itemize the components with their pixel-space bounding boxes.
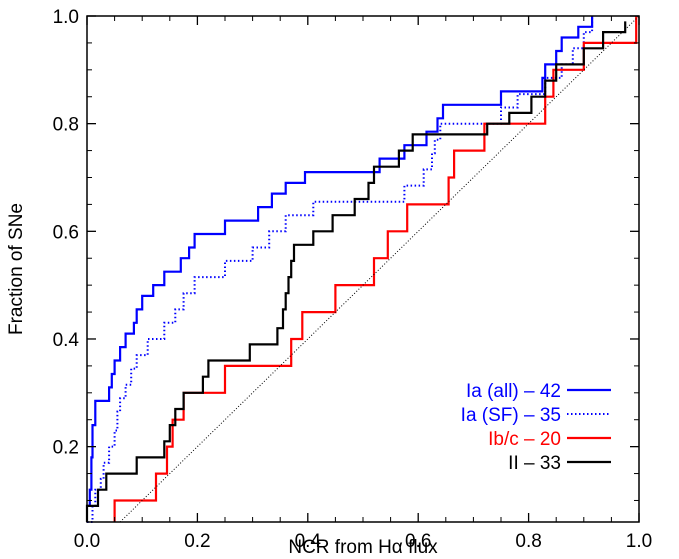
series-line-ii	[85, 21, 627, 522]
x-tick-label: 0.0	[74, 531, 100, 552]
axis-ticks	[86, 15, 640, 522]
y-tick-label: 1.0	[53, 7, 79, 28]
series-line-one-to-one	[119, 15, 640, 523]
legend-label-ia-sf: Ia (SF) – 35	[461, 405, 561, 426]
x-tick-label: 0.4	[295, 531, 322, 552]
y-tick-label: 0.2	[53, 438, 79, 459]
x-tick-label: 1.0	[626, 531, 652, 552]
plot-area: 0.0 0.2 0.4 0.6 0.8 1.0 0.2 0.4 0.6 0.8 1.0	[53, 7, 653, 552]
y-axis-label: Fraction of SNe	[6, 203, 27, 335]
x-tick-labels: 0.0 0.2 0.4 0.6 0.8 1.0	[74, 531, 652, 552]
series-lines	[85, 15, 640, 523]
x-tick-label: 0.8	[515, 531, 541, 552]
y-tick-labels: 0.2 0.4 0.6 0.8 1.0	[53, 7, 80, 459]
legend-item-ia-all: Ia (all) – 42	[466, 381, 611, 402]
series-line-ia-sf	[87, 16, 594, 523]
legend-item-ibc: Ib/c – 20	[488, 429, 611, 450]
legend-label-ibc: Ib/c – 20	[488, 429, 561, 450]
legend-item-ii: II – 33	[508, 453, 611, 474]
y-tick-label: 0.6	[53, 222, 79, 243]
x-axis-label: NCR from Hα flux	[288, 537, 438, 558]
legend-item-ia-sf: Ia (SF) – 35	[461, 405, 611, 426]
x-tick-label: 0.6	[405, 531, 431, 552]
legend: Ia (all) – 42 Ia (SF) – 35 Ib/c – 20 II …	[461, 381, 611, 474]
x-tick-label: 0.2	[184, 531, 210, 552]
legend-label-ii: II – 33	[508, 453, 561, 474]
legend-label-ia-all: Ia (all) – 42	[466, 381, 561, 402]
y-tick-label: 0.4	[53, 330, 80, 351]
series-line-ibc	[113, 16, 638, 522]
y-tick-label: 0.8	[53, 115, 79, 136]
series-line-ia-all	[87, 16, 594, 507]
